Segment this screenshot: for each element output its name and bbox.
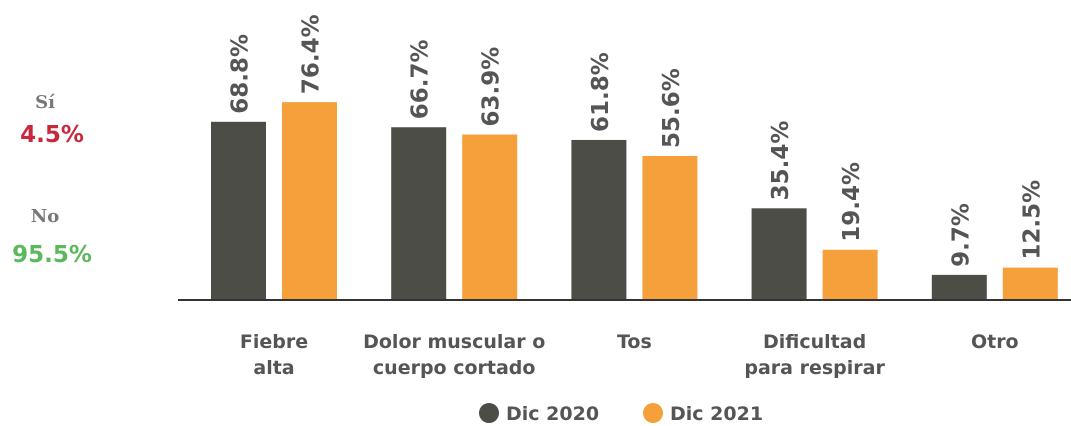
bar [1002,267,1058,300]
x-tick-label: Fiebre alta [240,331,308,379]
value-label: 9.7% [948,203,974,267]
annotation-value: 4.5% [20,122,84,148]
value-label: 55.6% [659,68,685,148]
annotation-label: No [31,206,59,227]
value-label: 12.5% [1019,180,1045,260]
legend-swatch [643,403,663,423]
x-tick-line: Fiebre [240,331,308,353]
value-label: 68.8% [228,34,254,114]
x-tick-line: cuerpo cortado [373,357,536,379]
annotation-value: 95.5% [12,242,92,268]
x-tick-line: Otro [971,331,1019,353]
bar [931,274,987,300]
bar [751,208,807,300]
bar [211,121,266,300]
value-label: 76.4% [299,14,325,94]
value-label: 63.9% [479,47,505,127]
legend-label: Dic 2021 [670,403,763,425]
x-tick-line: Tos [617,331,652,353]
bar [571,139,627,300]
value-label: 19.4% [839,162,865,242]
bar [282,102,337,301]
x-tick-line: alta [253,357,294,379]
legend-label: Dic 2020 [506,403,599,425]
x-tick-label: Tos [617,331,652,353]
bar [391,127,447,300]
value-label: 66.7% [408,39,434,119]
legend-swatch [479,403,499,423]
x-tick-line: para respirar [744,357,885,379]
x-tick-label: Dificultad para respirar [744,331,885,379]
bar [642,155,698,300]
bar [462,134,518,300]
x-tick-label: Dolor muscular o cuerpo cortado [363,331,545,379]
value-label: 61.8% [588,52,614,132]
x-tick-label: Otro [971,331,1019,353]
x-tick-line: Dificultad [763,331,866,353]
bar [822,249,878,300]
value-label: 35.4% [768,121,794,201]
x-tick-line: Dolor muscular o [363,331,545,353]
annotation-label: Sí [35,92,55,113]
